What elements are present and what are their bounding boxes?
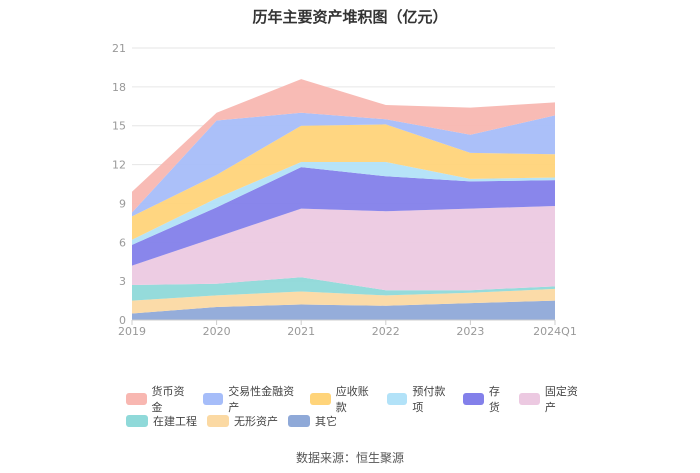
area-layer (132, 79, 555, 320)
legend-label: 货币资金 (151, 385, 185, 414)
legend-label: 固定资产 (544, 385, 578, 414)
x-tick-label: 2022 (372, 325, 400, 338)
legend-item[interactable]: 在建工程 (126, 413, 197, 429)
y-tick-label: 6 (119, 236, 126, 249)
legend-swatch (463, 393, 484, 405)
area-series-8 (132, 79, 555, 213)
area-series-7 (132, 112, 555, 217)
legend-swatch (126, 393, 147, 405)
legend-item[interactable]: 固定资产 (519, 383, 586, 415)
area-series-2 (132, 277, 555, 301)
legend-label: 在建工程 (153, 415, 197, 428)
area-series-4 (132, 167, 555, 266)
area-series-1 (132, 288, 555, 314)
y-tick-label: 12 (112, 159, 126, 172)
legend-swatch (386, 393, 408, 405)
legend-item[interactable]: 货币资金 (126, 383, 193, 415)
data-source: 数据来源：恒生聚源 (295, 451, 404, 465)
legend-row: 在建工程 无形资产 其它 (126, 410, 596, 432)
x-tick-label: 2019 (118, 325, 146, 338)
legend-label: 存货 (488, 385, 500, 414)
chart-title: 历年主要资产堆积图（亿元） (252, 8, 448, 26)
x-tick-label: 2021 (287, 325, 315, 338)
legend-label: 预付款项 (412, 385, 446, 414)
legend-swatch (310, 393, 331, 405)
legend-item[interactable]: 交易性金融资产 (202, 383, 301, 415)
legend-swatch (126, 415, 148, 427)
area-series-3 (132, 206, 555, 291)
legend-row: 货币资金 交易性金融资产 应收账款 预付款项 存货 固定资产 (126, 385, 596, 414)
y-tick-label: 9 (119, 197, 126, 210)
legend-label: 其它 (315, 415, 337, 428)
legend-item[interactable]: 应收账款 (310, 383, 377, 415)
chart-legend: 货币资金 交易性金融资产 应收账款 预付款项 存货 固定资产在建工程 无形资产 其它 (126, 385, 596, 432)
legend-swatch (519, 393, 540, 405)
legend-label: 应收账款 (335, 385, 369, 414)
legend-swatch (288, 415, 310, 427)
legend-item[interactable]: 其它 (288, 413, 337, 429)
area-series-6 (132, 124, 555, 240)
area-series-5 (132, 161, 555, 245)
legend-item[interactable]: 预付款项 (386, 383, 454, 415)
x-tick-label: 2020 (203, 325, 231, 338)
stacked-area-chart: 0 3 6 9 12 15 18 21 2019 2020 2021 2022 2023 2024Q1 (112, 42, 577, 338)
legend-swatch (202, 393, 224, 405)
y-tick-label: 3 (119, 275, 126, 288)
legend-label: 交易性金融资产 (228, 385, 295, 414)
area-series-0 (132, 300, 555, 320)
y-tick-label: 18 (112, 81, 126, 94)
legend-swatch (207, 415, 229, 427)
x-tick-label: 2023 (456, 325, 484, 338)
y-tick-label: 21 (112, 42, 126, 55)
legend-label: 无形资产 (234, 415, 278, 428)
legend-item[interactable]: 无形资产 (207, 413, 278, 429)
axis-layer: 0 3 6 9 12 15 18 21 2019 2020 2021 2022 2023 2024Q1 (112, 42, 577, 338)
y-tick-label: 15 (112, 120, 126, 133)
x-tick-label: 2024Q1 (533, 325, 577, 338)
y-tick-label: 0 (119, 314, 126, 327)
legend-item[interactable]: 存货 (463, 383, 509, 415)
